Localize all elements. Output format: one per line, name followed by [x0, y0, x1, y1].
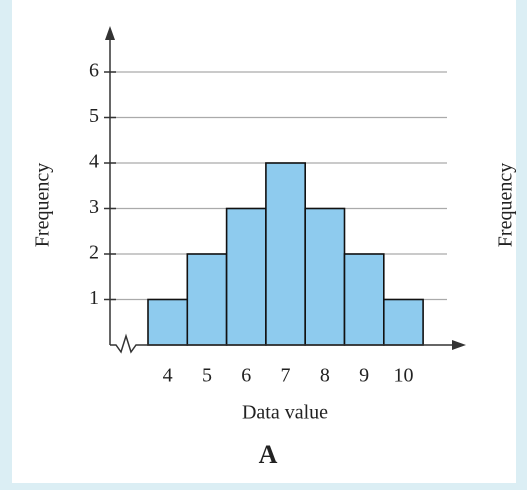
x-axis-label: Data value: [242, 402, 328, 424]
bar: [343, 253, 385, 346]
y-tick-label: 3: [89, 196, 99, 218]
x-tick-label: 10: [393, 365, 413, 387]
x-tick-label: 6: [241, 365, 251, 387]
y-axis-label: Frequency: [495, 163, 517, 247]
x-tick-label: 5: [202, 365, 212, 387]
bar: [147, 298, 189, 346]
x-tick-label: 8: [320, 365, 330, 387]
bar: [186, 253, 228, 346]
y-axis-arrow: [105, 26, 115, 40]
y-tick-label: 2: [89, 242, 99, 264]
y-tick-label: 5: [89, 105, 99, 127]
panel-label: A: [259, 440, 278, 469]
y-tick-label: 4: [89, 151, 99, 173]
x-tick-label: 9: [359, 365, 369, 387]
y-axis-label: Frequency: [32, 163, 54, 247]
y-tick-label: 6: [89, 60, 99, 82]
y-tick-label: 1: [89, 287, 99, 309]
bar: [265, 162, 306, 346]
bar: [382, 298, 424, 346]
bar: [304, 207, 346, 346]
x-axis-arrow: [452, 340, 466, 350]
x-axis: [110, 333, 458, 354]
plot: 1 2 3 4 5 6 4 5 6 7 8 9 10: [89, 60, 447, 387]
bar: [225, 207, 267, 346]
x-tick-label: 4: [163, 365, 173, 387]
x-tick-label: 7: [281, 365, 291, 387]
